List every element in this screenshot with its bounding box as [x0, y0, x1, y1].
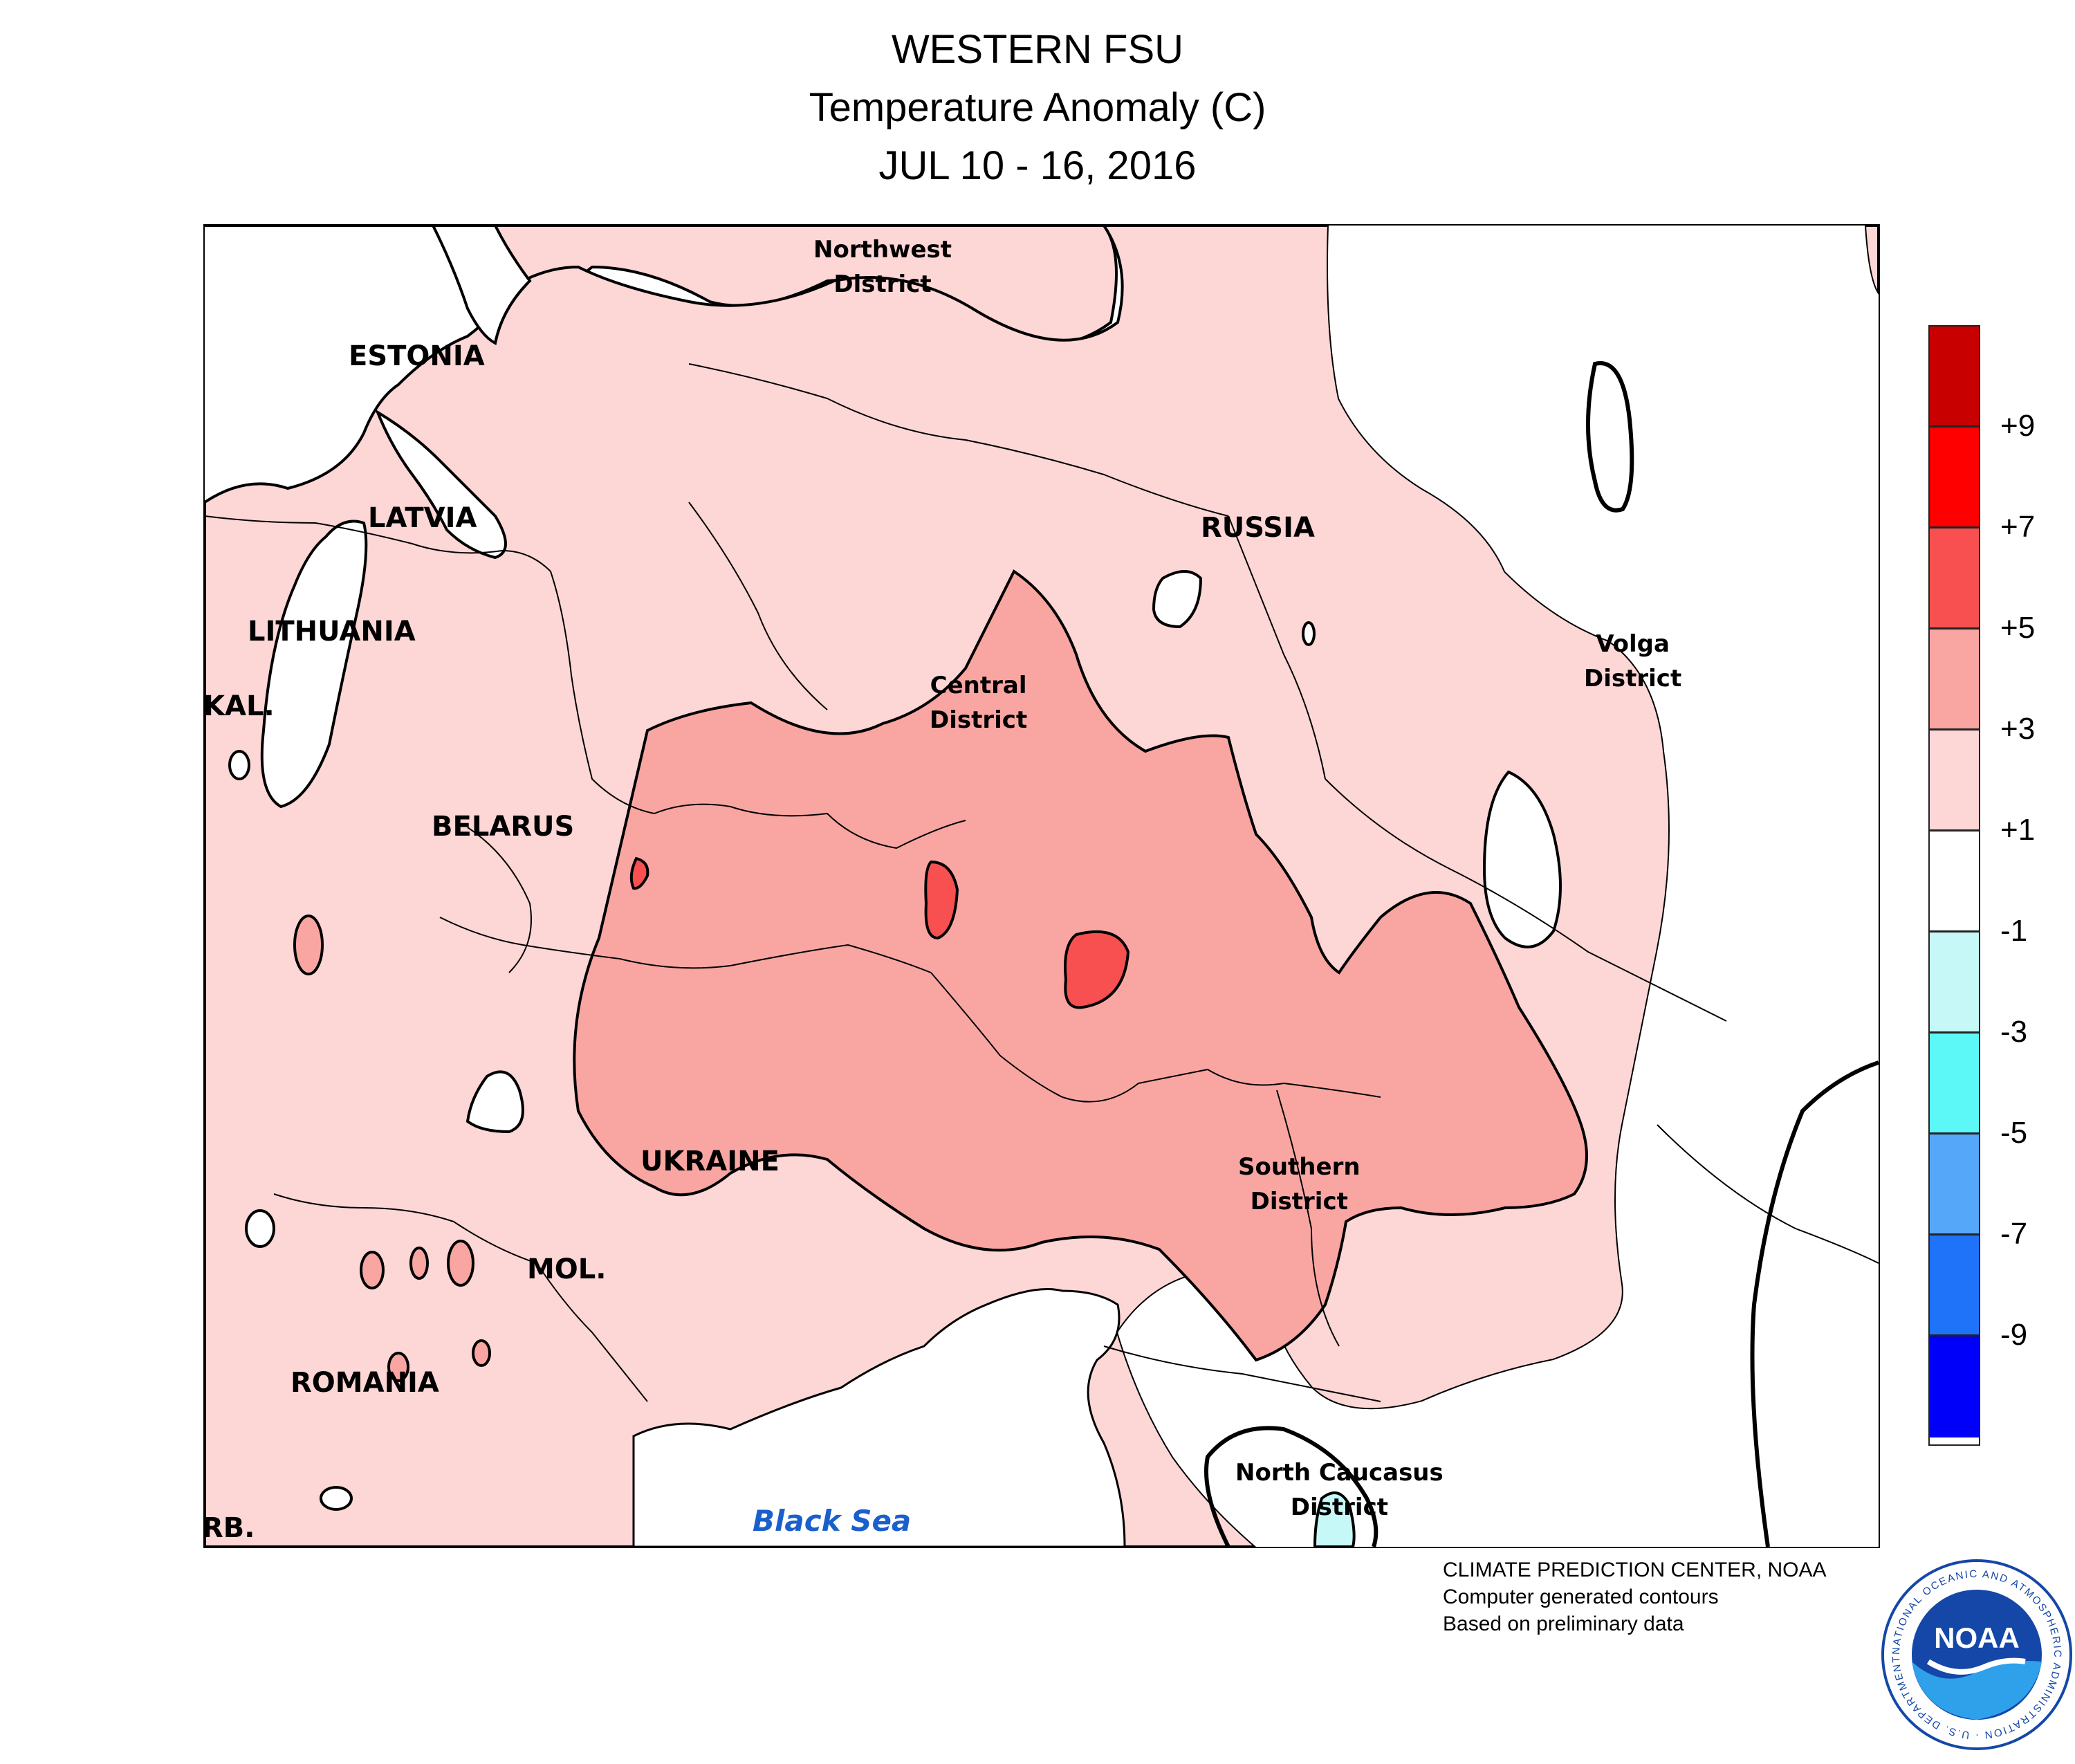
legend-swatch [1930, 529, 1979, 630]
anomaly-hole-russia-north [1152, 570, 1203, 629]
contour-line-east-2 [1750, 1060, 1879, 1547]
anomaly-hole-estonia [374, 409, 507, 560]
legend-label: -9 [2000, 1318, 2028, 1352]
label-russia: RUSSIA [1201, 512, 1315, 544]
map-title-block: WESTERN FSU Temperature Anomaly (C) JUL … [0, 21, 2075, 195]
label-central-district: Central District [930, 672, 1028, 734]
label-moldova: MOL. [527, 1253, 607, 1285]
anomaly-zone-minus1 [1313, 1491, 1356, 1547]
label-lithuania: LITHUANIA [248, 616, 416, 647]
legend-swatch [1930, 1033, 1979, 1134]
noaa-logo-icon: NOAA NATIONAL OCEANIC AND ATMOSPHERIC AD… [1880, 1558, 2072, 1750]
contour-line-east-1 [1586, 361, 1634, 513]
legend-label: +9 [2000, 409, 2036, 443]
label-serbia: RB. [203, 1512, 255, 1544]
label-southern-district: Southern District [1238, 1153, 1361, 1215]
legend-swatch [1930, 731, 1979, 832]
legend-label: +7 [2000, 510, 2036, 544]
anomaly-hole-latvia [260, 520, 368, 809]
label-belarus: BELARUS [432, 811, 575, 843]
legend-label: -1 [2000, 914, 2028, 948]
anomaly-hole-estonia-north [431, 226, 532, 345]
contour-line-caucasus [1204, 1426, 1378, 1547]
anomaly-hole-volga [1482, 770, 1562, 948]
legend-label: +1 [2000, 813, 2036, 847]
credits-line-1: CLIMATE PREDICTION CENTER, NOAA [1443, 1559, 1827, 1581]
legend-label: +3 [2000, 712, 2036, 746]
map-title-region: WESTERN FSU [891, 27, 1184, 72]
map-title-variable: Temperature Anomaly (C) [809, 85, 1266, 130]
label-latvia: LATVIA [368, 502, 477, 534]
anomaly-zone-plus5-c [629, 856, 649, 890]
anomaly-islands-romania [293, 915, 491, 1382]
legend-label: -3 [2000, 1015, 2028, 1049]
label-romania: ROMANIA [290, 1367, 439, 1399]
anomaly-hole-ukraine-west [465, 1070, 524, 1134]
label-estonia: ESTONIA [349, 340, 485, 372]
legend-swatch [1930, 1336, 1979, 1437]
legend-label: +5 [2000, 611, 2036, 645]
color-legend [1928, 325, 1980, 1446]
legend-swatch [1930, 1235, 1979, 1336]
anomaly-zone-plus5-b [1064, 930, 1130, 1009]
legend-label: -7 [2000, 1217, 2028, 1251]
label-ukraine: UKRAINE [640, 1146, 780, 1177]
legend-swatch [1930, 327, 1979, 428]
map-frame: ESTONIA LATVIA LITHUANIA KAL. BELARUS UK… [203, 224, 1880, 1548]
legend-swatch [1930, 932, 1979, 1033]
anomaly-map [205, 226, 1879, 1547]
legend-swatch [1930, 428, 1979, 529]
label-northwest-district: Northwest District [813, 236, 952, 298]
label-north-caucasus-district: North Caucasus District [1235, 1459, 1444, 1521]
black-sea-coast [632, 1288, 1126, 1547]
legend-swatch [1930, 1134, 1979, 1235]
admin-borders [205, 363, 1879, 1402]
credits-line-2: Computer generated contours [1443, 1586, 1719, 1608]
anomaly-zone-plus5-a [924, 860, 959, 940]
legend-swatch [1930, 630, 1979, 731]
noaa-logo-text: NOAA [1934, 1621, 2020, 1654]
label-kaliningrad: KAL. [203, 690, 275, 722]
anomaly-holes-small [228, 621, 1316, 1511]
label-volga-district: Volga District [1584, 630, 1682, 692]
credits-line-3: Based on preliminary data [1443, 1613, 1684, 1635]
legend-swatch [1930, 832, 1979, 932]
anomaly-zone-neutral-east [1118, 226, 1879, 1547]
credits-block: CLIMATE PREDICTION CENTER, NOAA Computer… [1443, 1556, 1827, 1637]
label-black-sea: Black Sea [753, 1504, 912, 1538]
map-title-period: JUL 10 - 16, 2016 [878, 143, 1197, 188]
legend-label: -5 [2000, 1116, 2028, 1150]
